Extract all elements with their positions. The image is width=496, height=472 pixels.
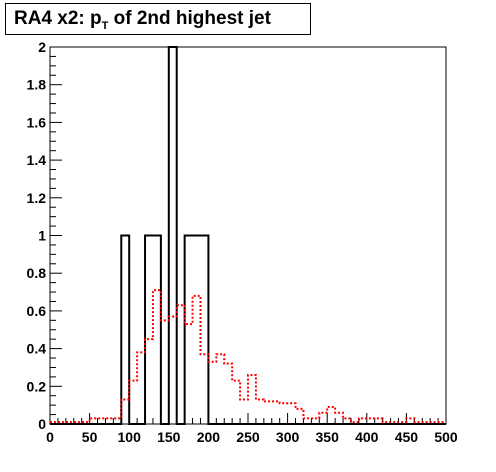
x-tick-label: 500 — [434, 429, 458, 445]
y-tick-label: 0.2 — [27, 378, 47, 394]
x-tick-label: 200 — [197, 429, 221, 445]
x-tick-label: 300 — [276, 429, 300, 445]
chart-title: RA4 x2: pT of 2nd highest jet — [5, 3, 311, 35]
x-tick-label: 450 — [395, 429, 419, 445]
x-tick-label: 50 — [82, 429, 98, 445]
y-tick-label: 0 — [38, 416, 46, 432]
x-tick-label: 350 — [316, 429, 340, 445]
x-tick-label: 250 — [236, 429, 260, 445]
tick-labels: 0 50 100 150 200 250 300 350 400 450 500 0 0.2 0.4 0.6… — [27, 39, 458, 445]
title-rest: of 2nd highest jet — [108, 8, 271, 29]
y-tick-label: 0.6 — [27, 303, 47, 319]
axis-ticks — [49, 46, 447, 425]
y-tick-label: 2 — [38, 39, 46, 55]
y-tick-label: 0.8 — [27, 265, 47, 281]
x-tick-label: 100 — [118, 429, 142, 445]
x-tick-label: 0 — [46, 429, 54, 445]
x-tick-label: 150 — [157, 429, 181, 445]
y-tick-label: 1.8 — [27, 77, 47, 93]
y-tick-label: 1.4 — [27, 152, 47, 168]
y-tick-label: 0.4 — [27, 341, 47, 357]
x-tick-label: 400 — [355, 429, 379, 445]
plot-frame — [49, 46, 447, 425]
title-subscript: T — [101, 20, 109, 32]
histogram-series-1 — [50, 46, 446, 425]
histogram-series-2 — [50, 289, 446, 424]
y-tick-label: 1 — [38, 228, 46, 244]
title-main: RA4 x2: p — [14, 8, 102, 29]
y-tick-label: 1.2 — [27, 190, 47, 206]
series-layer — [50, 46, 446, 425]
y-tick-label: 1.6 — [27, 114, 47, 130]
